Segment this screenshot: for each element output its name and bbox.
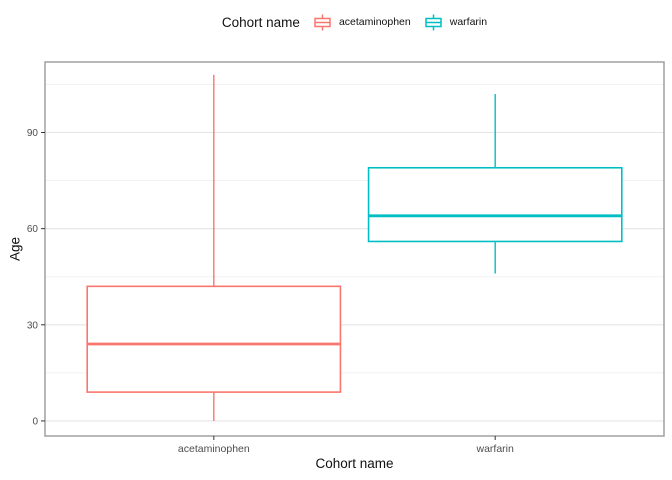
legend-item-warfarin: warfarin	[424, 13, 487, 32]
x-axis-title: Cohort name	[315, 456, 394, 471]
y-tick-label: 0	[32, 416, 38, 427]
legend-label: acetaminophen	[338, 16, 411, 28]
legend-item-acetaminophen: acetaminophen	[313, 13, 411, 32]
legend-label: warfarin	[449, 16, 488, 28]
legend: Cohort name acetaminophen warfarin	[45, 11, 664, 33]
y-tick-label: 60	[27, 224, 39, 235]
box-warfarin	[367, 166, 623, 243]
boxplot-key-icon	[425, 14, 442, 30]
y-tick-label: 90	[27, 128, 39, 139]
panel-border	[44, 61, 665, 437]
boxplot-key-icon	[314, 14, 331, 30]
x-tick-label: warfarin	[476, 443, 515, 455]
x-tick-label: acetaminophen	[178, 443, 250, 455]
legend-title: Cohort name	[221, 14, 300, 30]
y-tick-label: 30	[27, 320, 39, 331]
box-acetaminophen	[86, 285, 342, 393]
